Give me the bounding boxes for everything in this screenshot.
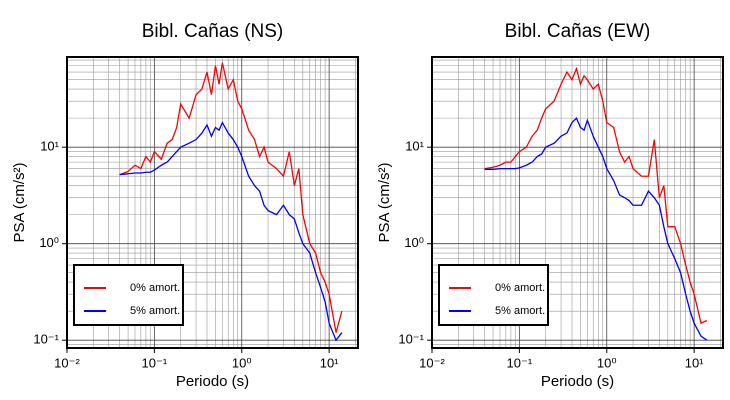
x-tick-label: 10⁰ bbox=[232, 355, 252, 370]
y-tick-label: 10⁰ bbox=[39, 235, 59, 250]
plot-frame bbox=[66, 56, 359, 349]
x-tick-label: 10⁻² bbox=[419, 355, 445, 370]
panel: Bibl. Cañas (EW) 10⁻² 10⁻¹ 10⁰ 10¹ 10⁻¹ 10⁰ 10¹… bbox=[376, 21, 724, 390]
legend-label: 5% amort. bbox=[495, 305, 545, 317]
data-line bbox=[484, 116, 708, 341]
y-tick-label: 10¹ bbox=[40, 139, 59, 154]
y-tick-label: 10⁻¹ bbox=[33, 332, 59, 347]
legend-box bbox=[73, 264, 184, 326]
x-axis-label: Periodo (s) bbox=[541, 373, 614, 390]
plot-frame bbox=[431, 56, 724, 349]
x-axis-label: Periodo (s) bbox=[176, 373, 249, 390]
x-tick-label: 10⁻¹ bbox=[142, 355, 168, 370]
y-tick-label: 10¹ bbox=[405, 139, 424, 154]
x-tick-label: 10⁻¹ bbox=[507, 355, 533, 370]
data-line bbox=[119, 121, 343, 342]
x-tick-label: 10¹ bbox=[320, 355, 339, 370]
y-tick-label: 10⁻¹ bbox=[398, 332, 424, 347]
legend-label: 0% amort. bbox=[495, 282, 545, 294]
y-axis-label: PSA (cm/s²) bbox=[11, 162, 28, 242]
y-axis-label: PSA (cm/s²) bbox=[376, 162, 393, 242]
x-tick-label: 10⁰ bbox=[597, 355, 617, 370]
panel: Bibl. Cañas (NS) 10⁻² 10⁻¹ 10⁰ 10¹ 10⁻¹ 10⁰ 10¹… bbox=[11, 21, 359, 390]
x-tick-label: 10⁻² bbox=[54, 355, 80, 370]
x-tick-label: 10¹ bbox=[685, 355, 704, 370]
legend-box bbox=[438, 264, 549, 326]
data-line bbox=[119, 62, 343, 333]
legend-label: 0% amort. bbox=[130, 282, 180, 294]
chart-title: Bibl. Cañas (NS) bbox=[142, 21, 284, 42]
data-line bbox=[484, 66, 708, 325]
chart-title: Bibl. Cañas (EW) bbox=[505, 21, 651, 42]
y-tick-label: 10⁰ bbox=[404, 235, 424, 250]
legend-label: 5% amort. bbox=[130, 305, 180, 317]
